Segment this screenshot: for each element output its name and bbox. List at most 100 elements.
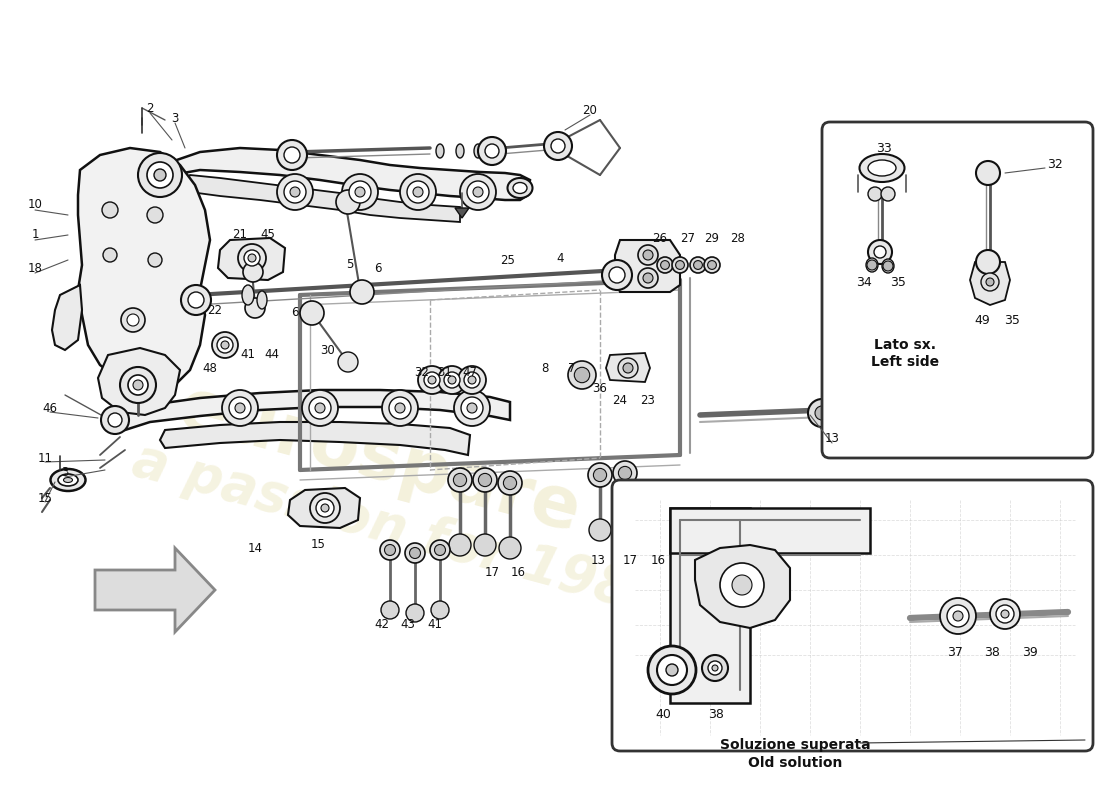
- Polygon shape: [160, 422, 470, 455]
- Text: 3: 3: [62, 466, 68, 478]
- Ellipse shape: [859, 154, 904, 182]
- Circle shape: [551, 139, 565, 153]
- Ellipse shape: [648, 646, 696, 694]
- Text: 22: 22: [208, 303, 222, 317]
- Ellipse shape: [868, 160, 896, 176]
- Circle shape: [883, 261, 893, 271]
- Ellipse shape: [407, 181, 429, 203]
- FancyBboxPatch shape: [612, 480, 1093, 751]
- Ellipse shape: [953, 611, 962, 621]
- Circle shape: [868, 187, 882, 201]
- Circle shape: [614, 517, 636, 539]
- Circle shape: [704, 257, 720, 273]
- Text: 48: 48: [202, 362, 218, 374]
- Circle shape: [350, 280, 374, 304]
- Ellipse shape: [284, 181, 306, 203]
- Circle shape: [732, 575, 752, 595]
- Circle shape: [277, 140, 307, 170]
- Text: 13: 13: [591, 554, 605, 566]
- Text: Soluzione superata: Soluzione superata: [719, 738, 870, 752]
- Circle shape: [431, 601, 449, 619]
- Text: a passion for 1985: a passion for 1985: [128, 434, 673, 626]
- Ellipse shape: [513, 182, 527, 194]
- Text: 18: 18: [28, 262, 43, 274]
- Ellipse shape: [468, 403, 477, 413]
- Text: 41: 41: [241, 349, 255, 362]
- Ellipse shape: [316, 499, 334, 517]
- Text: 16: 16: [650, 554, 666, 566]
- Text: 30: 30: [320, 343, 336, 357]
- Ellipse shape: [321, 504, 329, 512]
- Circle shape: [976, 161, 1000, 185]
- Text: 20: 20: [583, 103, 597, 117]
- Ellipse shape: [712, 665, 718, 671]
- Text: 42: 42: [374, 618, 389, 631]
- Text: 40: 40: [656, 709, 671, 722]
- Circle shape: [498, 471, 522, 495]
- Text: 38: 38: [708, 709, 724, 722]
- Circle shape: [405, 543, 425, 563]
- Circle shape: [121, 308, 145, 332]
- Polygon shape: [695, 545, 790, 628]
- Ellipse shape: [349, 181, 371, 203]
- Text: Left side: Left side: [871, 355, 939, 369]
- Ellipse shape: [666, 664, 678, 676]
- Circle shape: [336, 190, 360, 214]
- Ellipse shape: [212, 332, 238, 358]
- Circle shape: [103, 248, 117, 262]
- Circle shape: [694, 261, 703, 270]
- Text: 35: 35: [890, 277, 906, 290]
- Circle shape: [245, 298, 265, 318]
- Circle shape: [147, 207, 163, 223]
- Circle shape: [981, 273, 999, 291]
- Circle shape: [618, 358, 638, 378]
- Ellipse shape: [257, 291, 267, 309]
- Ellipse shape: [454, 390, 490, 426]
- Circle shape: [300, 301, 324, 325]
- Polygon shape: [118, 390, 510, 430]
- Polygon shape: [168, 148, 530, 200]
- Ellipse shape: [400, 174, 436, 210]
- Circle shape: [478, 474, 492, 486]
- Polygon shape: [78, 148, 210, 390]
- Ellipse shape: [460, 174, 496, 210]
- Circle shape: [815, 406, 829, 420]
- Circle shape: [657, 257, 673, 273]
- Polygon shape: [606, 353, 650, 382]
- Circle shape: [868, 240, 892, 264]
- Text: 44: 44: [264, 349, 279, 362]
- Text: 39: 39: [1022, 646, 1038, 658]
- Ellipse shape: [389, 397, 411, 419]
- Ellipse shape: [882, 259, 894, 273]
- Text: 3: 3: [172, 111, 178, 125]
- Circle shape: [602, 260, 632, 290]
- Bar: [670, 508, 870, 553]
- Text: 17: 17: [484, 566, 499, 578]
- Polygon shape: [288, 488, 360, 528]
- Ellipse shape: [248, 254, 256, 262]
- Circle shape: [588, 463, 612, 487]
- Text: 14: 14: [248, 542, 263, 554]
- Text: 11: 11: [37, 451, 53, 465]
- Circle shape: [661, 261, 670, 270]
- Circle shape: [409, 547, 420, 558]
- Ellipse shape: [468, 181, 490, 203]
- Text: 36: 36: [593, 382, 607, 394]
- Ellipse shape: [315, 403, 324, 413]
- Ellipse shape: [940, 598, 976, 634]
- Ellipse shape: [464, 372, 480, 388]
- Polygon shape: [455, 208, 469, 218]
- Circle shape: [434, 545, 446, 555]
- Circle shape: [720, 563, 764, 607]
- Circle shape: [672, 257, 688, 273]
- Ellipse shape: [418, 366, 446, 394]
- Circle shape: [243, 262, 263, 282]
- Circle shape: [504, 476, 517, 490]
- Text: 27: 27: [681, 231, 695, 245]
- Ellipse shape: [456, 144, 464, 158]
- Text: 21: 21: [232, 229, 248, 242]
- Text: 8: 8: [541, 362, 549, 374]
- Circle shape: [474, 534, 496, 556]
- Circle shape: [867, 260, 877, 270]
- Circle shape: [448, 468, 472, 492]
